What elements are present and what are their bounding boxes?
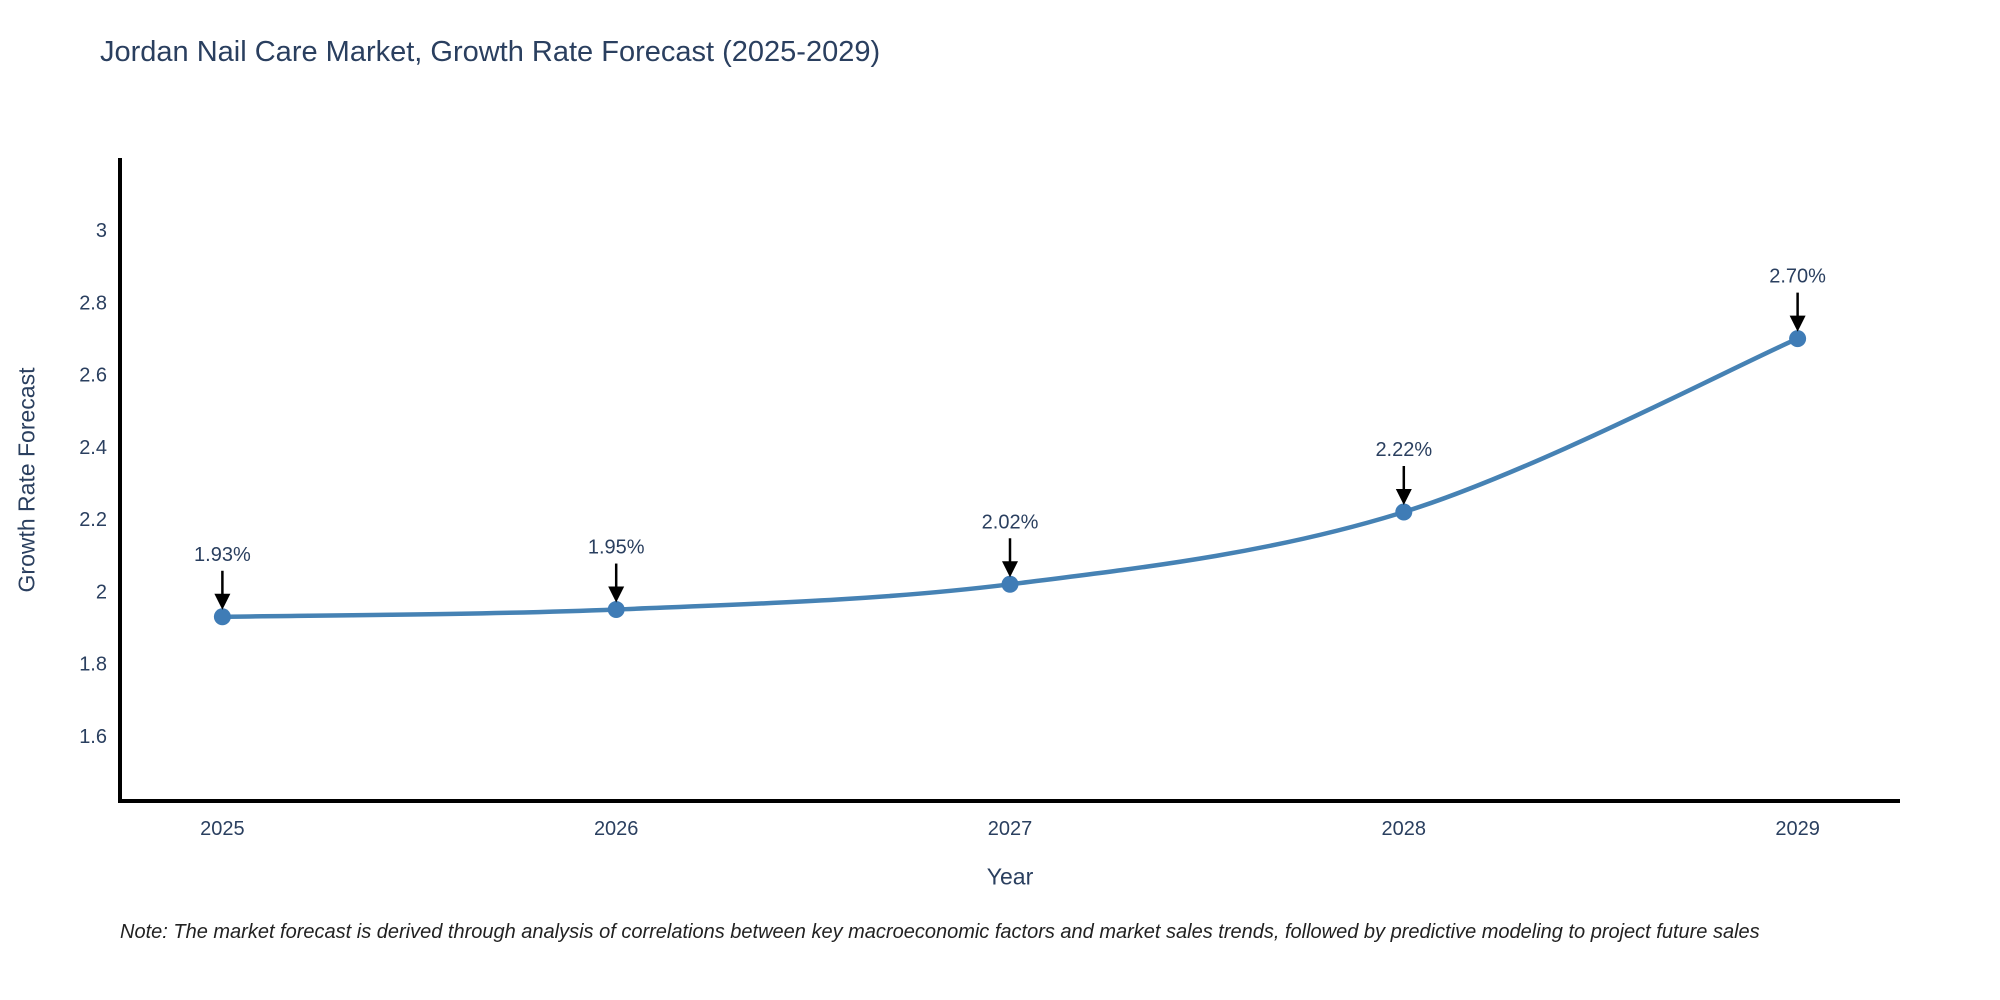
x-tick-label: 2026 — [594, 818, 639, 840]
y-tick-label: 2.4 — [79, 437, 107, 459]
data-point-label: 1.93% — [194, 544, 251, 566]
y-tick-label: 2.8 — [79, 292, 107, 314]
annotation-arrowhead — [214, 593, 231, 610]
x-axis-label: Year — [986, 863, 1034, 890]
data-point-label: 2.70% — [1769, 266, 1826, 288]
chart-title: Jordan Nail Care Market, Growth Rate For… — [100, 36, 881, 68]
data-point-marker — [1001, 575, 1019, 593]
data-point-label: 2.02% — [982, 511, 1039, 533]
x-tick-label: 2028 — [1382, 818, 1427, 840]
y-tick-label: 1.6 — [79, 726, 107, 748]
x-tick-label: 2029 — [1775, 818, 1820, 840]
y-tick-label: 2.6 — [79, 365, 107, 387]
data-point-label: 2.22% — [1375, 439, 1432, 461]
annotation-arrowhead — [608, 586, 625, 603]
annotation-arrowhead — [1002, 561, 1018, 578]
data-point-marker — [213, 608, 231, 626]
data-point-marker — [1395, 503, 1413, 521]
y-axis-label: Growth Rate Forecast — [13, 367, 40, 593]
y-tick-label: 2 — [96, 581, 107, 603]
x-tick-label: 2025 — [200, 818, 245, 840]
y-tick-label: 2.2 — [79, 509, 107, 531]
y-tick-label: 3 — [96, 220, 107, 242]
data-point-marker — [607, 601, 625, 619]
x-tick-label: 2027 — [988, 818, 1033, 840]
annotation-arrowhead — [1789, 315, 1806, 332]
y-tick-label: 1.8 — [79, 654, 107, 676]
data-point-label: 1.95% — [588, 537, 645, 559]
annotation-arrowhead — [1395, 489, 1412, 506]
footnote: Note: The market forecast is derived thr… — [120, 921, 1760, 943]
data-point-marker — [1789, 330, 1807, 348]
